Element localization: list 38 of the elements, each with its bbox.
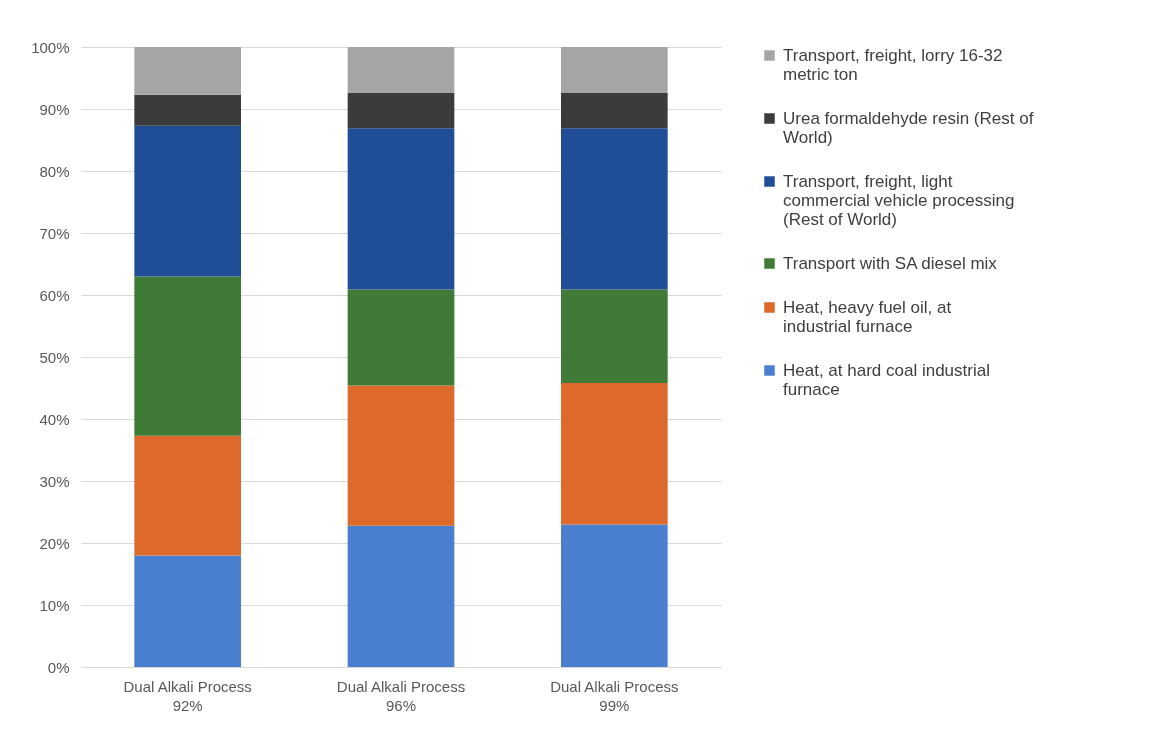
- bar: [561, 92, 668, 129]
- y-tick-label: 0%: [47, 658, 70, 676]
- y-tick-label: 50%: [39, 348, 70, 366]
- y-tick-label: 30%: [39, 472, 70, 490]
- legend-label: Heat, heavy fuel oil, at industrial furnace: [783, 297, 952, 336]
- y-tick-label: 60%: [39, 286, 70, 304]
- x-tick-label: Dual Alkali Process 99%: [550, 677, 679, 714]
- bar: [561, 128, 668, 290]
- bar: [347, 525, 455, 667]
- bar: [134, 125, 241, 277]
- bar: [134, 435, 241, 556]
- y-tick-label: 80%: [39, 162, 70, 180]
- bar: [561, 47, 668, 93]
- bar: [134, 94, 241, 126]
- bar: [134, 555, 241, 667]
- bar: [347, 289, 455, 386]
- legend-label: Transport with SA diesel mix: [783, 253, 998, 273]
- y-tick-label: 20%: [39, 534, 70, 552]
- bar: [561, 383, 668, 525]
- y-tick-label: 90%: [39, 100, 70, 118]
- x-tick-label: Dual Alkali Process 96%: [336, 677, 466, 714]
- y-tick-label: 40%: [39, 410, 70, 428]
- bar: [561, 524, 668, 667]
- legend-label: Transport, freight, lorry 16-32 metric ton: [783, 45, 1003, 84]
- legend-label: Urea formaldehyde resin (Rest of World): [783, 108, 1034, 147]
- bar: [134, 276, 241, 436]
- y-tick-label: 10%: [39, 596, 70, 614]
- y-tick-label: 100%: [31, 38, 70, 56]
- bar: [347, 47, 455, 93]
- bar: [347, 92, 455, 129]
- bar: [347, 128, 455, 290]
- bar: [134, 47, 241, 95]
- y-tick-label: 70%: [39, 224, 70, 242]
- x-tick-label: Dual Alkali Process 92%: [123, 677, 252, 714]
- bar: [347, 385, 455, 526]
- bar: [561, 289, 668, 384]
- legend-label: Transport, freight, light commercial vehicle processing (Rest of World): [783, 171, 1015, 229]
- legend-label: Heat, at hard coal industrial furnace: [783, 360, 990, 399]
